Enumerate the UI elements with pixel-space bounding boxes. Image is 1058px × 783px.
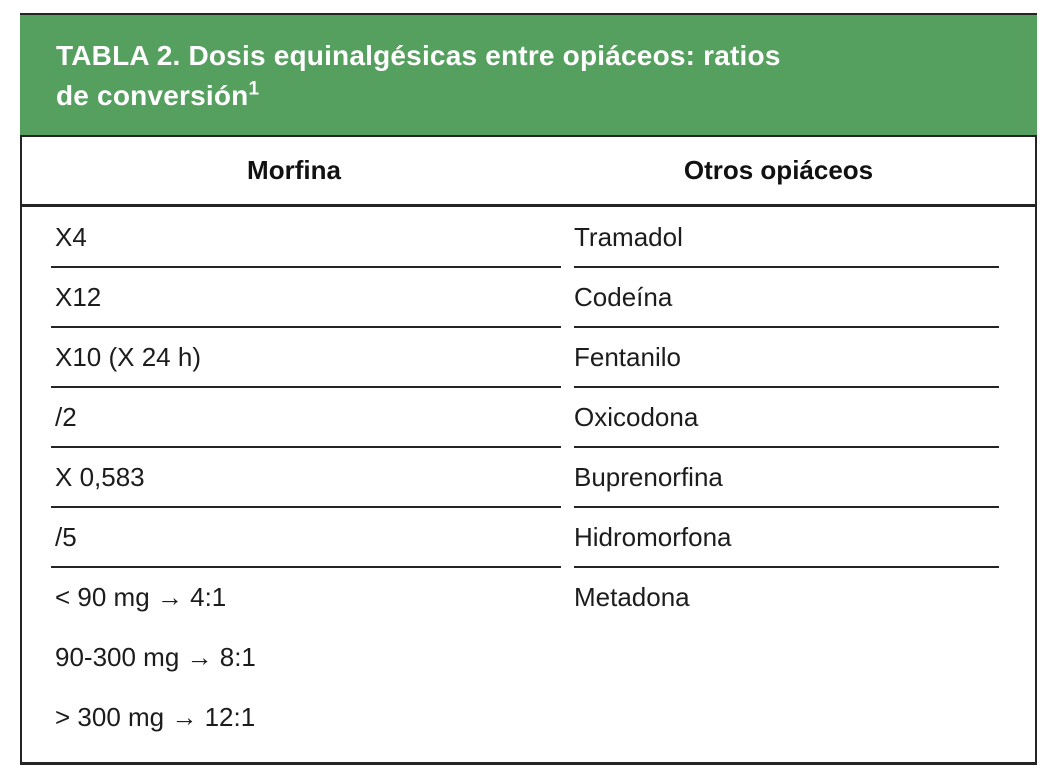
column-header-morfina: Morfina [247,155,341,185]
table-row: X10 (X 24 h) Fentanilo [22,327,1035,388]
cell-morfina-ratio: /5 [22,507,566,568]
cell-opiaceo-name: Codeína [566,267,1035,328]
conversion-table: Morfina Otros opiáceos X4 Tramadol X12 C… [20,135,1037,765]
metadona-ratio-line-2: 90-300 mg → 8:1 [55,641,256,672]
cell-opiaceo-name: Metadona [566,567,1035,763]
cell-opiaceo-name: Oxicodona [566,387,1035,448]
cell-opiaceo-name: Buprenorfina [566,447,1035,508]
table-row: X12 Codeína [22,267,1035,328]
table-figure: TABLA 2. Dosis equinalgésicas entre opiá… [20,13,1037,765]
cell-opiaceo-name: Tramadol [566,207,1035,268]
table-row: X 0,583 Buprenorfina [22,447,1035,508]
cell-morfina-ratio-multiline: < 90 mg → 4:1 90-300 mg → 8:1 > 300 mg →… [22,567,566,763]
table-title-bar: TABLA 2. Dosis equinalgésicas entre opiá… [20,13,1037,135]
cell-opiaceo-name: Fentanilo [566,327,1035,388]
table-header-row: Morfina Otros opiáceos [22,137,1035,207]
table-row: /2 Oxicodona [22,387,1035,448]
table-title-line1: TABLA 2. Dosis equinalgésicas entre opiá… [56,40,781,71]
footnote-reference: 1 [248,78,260,100]
metadona-ratio-line-3: > 300 mg → 12:1 [55,701,256,732]
cell-opiaceo-name: Hidromorfona [566,507,1035,568]
metadona-label: Metadona [574,581,690,612]
table-row: /5 Hidromorfona [22,507,1035,568]
metadona-ratio-line-1: < 90 mg → 4:1 [55,581,227,612]
cell-morfina-ratio: X10 (X 24 h) [22,327,566,388]
table-row-metadona: < 90 mg → 4:1 90-300 mg → 8:1 > 300 mg →… [22,567,1035,763]
table-title-line2: de conversión1 [56,76,1007,116]
cell-morfina-ratio: X12 [22,267,566,328]
column-header-otros-opiaceos: Otros opiáceos [683,155,874,185]
table-title-line2-text: de conversión [56,80,249,111]
table-row: X4 Tramadol [22,207,1035,268]
cell-morfina-ratio: X 0,583 [22,447,566,508]
cell-morfina-ratio: /2 [22,387,566,448]
cell-morfina-ratio: X4 [22,207,566,268]
